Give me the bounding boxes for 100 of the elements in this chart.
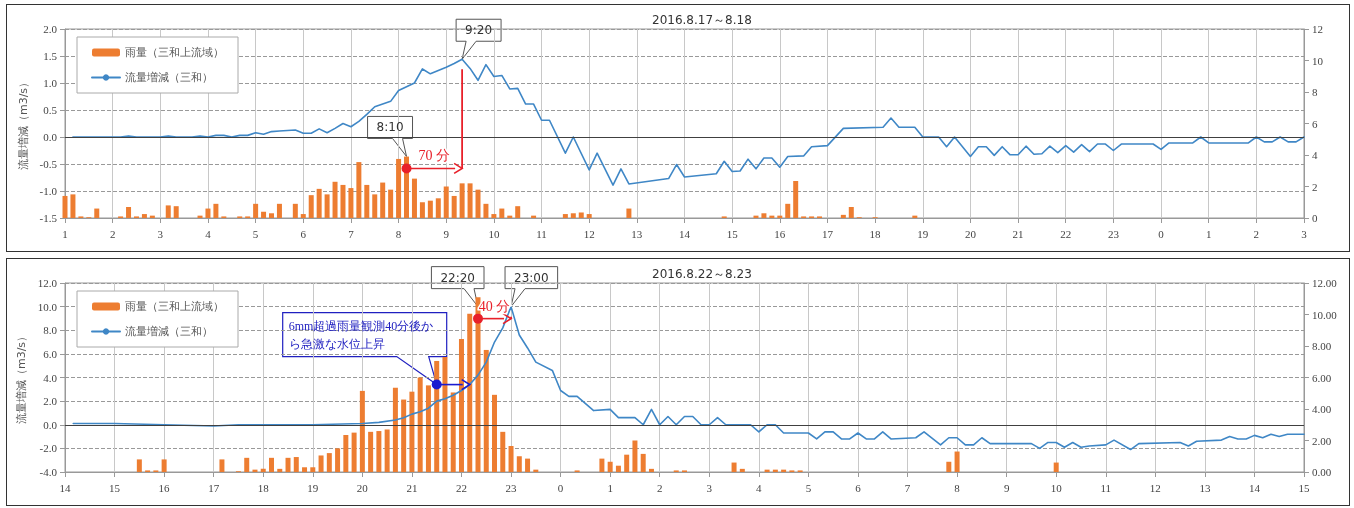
bar <box>409 391 415 472</box>
bar <box>269 213 274 218</box>
y-tick-label: 6.0 <box>43 347 58 360</box>
y2-tick-label: 10 <box>1312 54 1324 67</box>
y-tick-label: -2.0 <box>39 442 58 455</box>
bar <box>640 453 646 472</box>
x-tick-label: 3 <box>706 481 713 494</box>
bar <box>261 211 267 218</box>
y2-tick-label: 2 <box>1312 180 1318 193</box>
bar <box>300 214 306 218</box>
x-tick-label: 7 <box>348 227 355 240</box>
bar <box>351 432 357 472</box>
y2-tick-label: 6 <box>1312 117 1318 130</box>
bar <box>292 203 298 218</box>
bar <box>368 431 374 472</box>
legend-label: 雨量（三和上流域） <box>125 46 224 59</box>
y-tick-label: 0.0 <box>43 131 58 143</box>
y-tick-label: 4.0 <box>43 371 58 384</box>
bar <box>161 459 167 472</box>
x-tick-label: 16 <box>158 481 171 494</box>
x-tick-label: 23 <box>505 481 518 494</box>
y-tick-label: -4.0 <box>39 466 58 478</box>
bar <box>450 392 456 472</box>
bar <box>793 180 799 218</box>
x-tick-label: 11 <box>536 227 547 240</box>
x-tick-label: 14 <box>59 481 71 494</box>
bar <box>492 394 498 472</box>
y2-tick-label: 12 <box>1312 23 1323 35</box>
legend-label: 雨量（三和上流域） <box>125 300 224 313</box>
bar <box>425 385 431 472</box>
x-tick-label: 14 <box>679 227 691 240</box>
bar <box>244 457 250 472</box>
y-tick-label: -0.5 <box>39 158 58 170</box>
bar <box>343 434 349 472</box>
x-tick-label: 5 <box>252 227 259 240</box>
bar <box>648 468 654 472</box>
y-axis-title: 流量増減（m3/s） <box>16 76 30 171</box>
x-tick-label: 11 <box>1100 481 1112 494</box>
bar <box>380 182 386 218</box>
x-tick-label: 22 <box>455 481 467 494</box>
bar <box>443 186 449 218</box>
x-tick-label: 23 <box>1107 227 1120 240</box>
bar <box>332 181 338 218</box>
x-tick-label: 7 <box>904 481 911 494</box>
bar <box>840 214 846 218</box>
y2-tick-label: 4.00 <box>1312 403 1332 415</box>
legend-label: 流量増減（三和） <box>125 71 213 84</box>
x-tick-label: 17 <box>208 481 220 494</box>
y-tick-label: -1.0 <box>39 185 58 197</box>
bar <box>165 205 171 218</box>
x-tick-label: 17 <box>821 227 834 240</box>
bar <box>70 194 76 218</box>
bar <box>435 198 441 218</box>
bar <box>359 390 365 472</box>
y2-tick-label: 4 <box>1312 149 1318 161</box>
x-tick-label: 4 <box>205 227 212 240</box>
bar <box>467 183 473 218</box>
y2-tick-label: 8 <box>1312 86 1318 98</box>
line-series <box>72 58 1305 186</box>
annotation: 8:10 <box>376 120 404 135</box>
y2-tick-label: 2.00 <box>1312 434 1332 447</box>
bar <box>475 189 481 218</box>
bar <box>624 454 630 472</box>
bar <box>388 189 394 218</box>
bar <box>599 458 605 472</box>
annotation: 6mm超過雨量観測40分後から急激な水位上昇 <box>288 317 435 353</box>
bar <box>213 203 219 218</box>
x-tick-label: 9 <box>443 227 450 240</box>
x-tick-label: 1 <box>62 227 68 240</box>
x-tick-label: 18 <box>257 481 270 494</box>
bar <box>219 459 225 472</box>
bar <box>62 195 68 218</box>
bar <box>1053 462 1059 472</box>
x-tick-label: 1 <box>1205 227 1212 240</box>
x-tick-label: 3 <box>1301 227 1308 240</box>
bar <box>396 158 402 218</box>
x-tick-label: 16 <box>774 227 786 240</box>
bar <box>417 377 423 472</box>
bar <box>94 208 100 218</box>
bar <box>785 203 791 218</box>
x-tick-label: 2 <box>656 481 663 494</box>
bar <box>340 184 346 218</box>
bar <box>335 448 341 472</box>
chart-title: 2016.8.17～8.18 <box>652 13 752 27</box>
x-tick-label: 12 <box>1149 481 1161 494</box>
bar <box>205 208 211 218</box>
bar <box>483 349 489 472</box>
bar <box>632 440 638 472</box>
x-tick-label: 2 <box>1253 227 1260 240</box>
bar <box>451 195 457 218</box>
x-tick-label: 4 <box>756 481 763 494</box>
y2-tick-label: 12.00 <box>1312 277 1338 289</box>
bar <box>326 453 332 472</box>
bar <box>136 459 142 472</box>
x-tick-label: 21 <box>1012 227 1024 240</box>
y2-tick-label: 0.00 <box>1312 466 1332 478</box>
bar <box>318 455 324 472</box>
bar <box>848 206 854 218</box>
bar <box>483 203 489 218</box>
bar <box>499 208 505 218</box>
